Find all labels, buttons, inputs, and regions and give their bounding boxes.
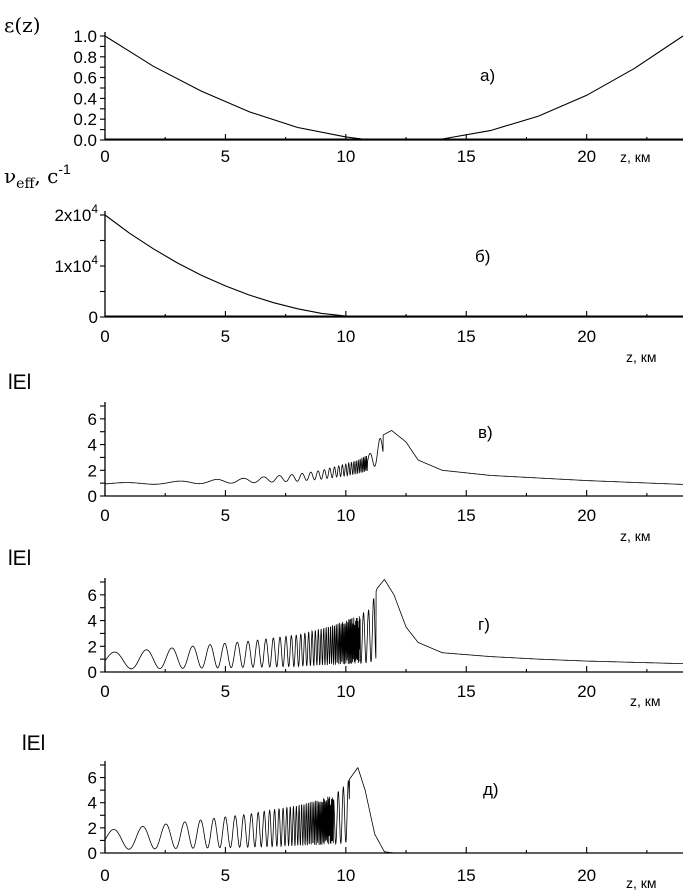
panel-label-v: в) [478,423,493,442]
series-line [105,430,683,485]
y-tick-label: 6 [88,769,97,788]
panel-label-b: б) [475,247,490,266]
y-tick-label: 4 [88,794,97,813]
x-tick-label: 10 [336,682,355,701]
y-tick-label: 0.0 [73,131,97,150]
x-tick-label: 20 [577,147,596,166]
x-tick-label: 15 [457,147,476,166]
y-tick-label: 0.8 [73,48,97,67]
panel-label-d: д) [483,780,499,799]
y-tick-label: 0 [88,487,97,506]
x-tick-label: 20 [577,506,596,525]
y-tick-label: 0 [88,663,97,682]
y-axis-label-exp: -1 [58,161,71,177]
panel-g: lEl г) z, км [8,547,661,709]
x-axis-label: z, км [620,149,651,165]
y-tick-label: 2x104 [54,202,98,225]
x-tick-label: 0 [100,682,109,701]
panel-b: νeff, с-1 б) z, км [4,161,657,365]
y-axis-label-field: lEl [8,547,31,570]
panel-d: lEl д) z, км [22,732,657,891]
x-tick-label: 0 [100,147,109,166]
x-tick-label: 0 [100,506,109,525]
y-axis-label-field: lEl [8,371,31,394]
x-tick-label: 10 [336,506,355,525]
x-tick-label: 5 [221,506,230,525]
y-axis-label-epsilon: ε(z) [4,13,41,37]
x-tick-label: 15 [457,682,476,701]
x-tick-label: 10 [336,327,355,346]
y-axis-label-nu: ν [4,164,16,188]
x-tick-label: 10 [336,866,355,885]
series-line [104,214,683,318]
y-tick-label: 2 [88,637,97,656]
y-axis-label-sub: eff [16,176,35,192]
x-axis-label: z, км [620,528,651,544]
y-tick-label: 0.2 [73,110,97,129]
chart-marks: 0 5 10 15 200.00.20.40.60.81.00 5 10 15 2001x104… [54,27,684,885]
x-tick-label: 15 [457,327,476,346]
y-tick-label: 1.0 [73,27,97,46]
y-axis-label-unit: , с [34,164,58,188]
y-tick-label: 0 [89,308,98,327]
y-tick-label: 2 [88,461,97,480]
y-tick-label: 4 [88,436,97,455]
x-tick-label: 20 [577,682,596,701]
series-line [104,578,683,670]
x-axis-label: z, км [626,349,657,365]
y-tick-label: 6 [88,410,97,429]
y-tick-label: 4 [88,612,97,631]
x-axis-label: z, км [630,693,661,709]
y-tick-label: 0 [88,844,97,863]
panel-v: lEl в) z, км [8,371,651,544]
y-tick-label: 6 [88,586,97,605]
x-tick-label: 5 [221,682,230,701]
panel-a: ε(z) а) z, км [4,13,651,165]
series-line [104,35,684,141]
x-axis-label: z, км [626,875,657,891]
y-tick-label: 0.6 [73,69,97,88]
y-axis-label-field: lEl [22,732,45,755]
y-tick-label: 2 [88,819,97,838]
x-tick-label: 15 [457,866,476,885]
x-tick-label: 20 [577,327,596,346]
series-line [104,767,683,854]
x-tick-label: 5 [221,147,230,166]
x-tick-label: 0 [100,866,109,885]
y-tick-label: 1x104 [54,253,98,276]
x-tick-label: 5 [221,866,230,885]
x-tick-label: 10 [336,147,355,166]
panel-label-a: а) [480,66,495,85]
panel-label-g: г) [478,615,490,634]
x-tick-label: 20 [577,866,596,885]
x-tick-label: 15 [457,506,476,525]
y-tick-label: 0.4 [73,89,97,108]
x-tick-label: 5 [221,327,230,346]
x-tick-label: 0 [100,327,109,346]
y-axis-label-nu-eff: νeff, с-1 [4,161,71,192]
